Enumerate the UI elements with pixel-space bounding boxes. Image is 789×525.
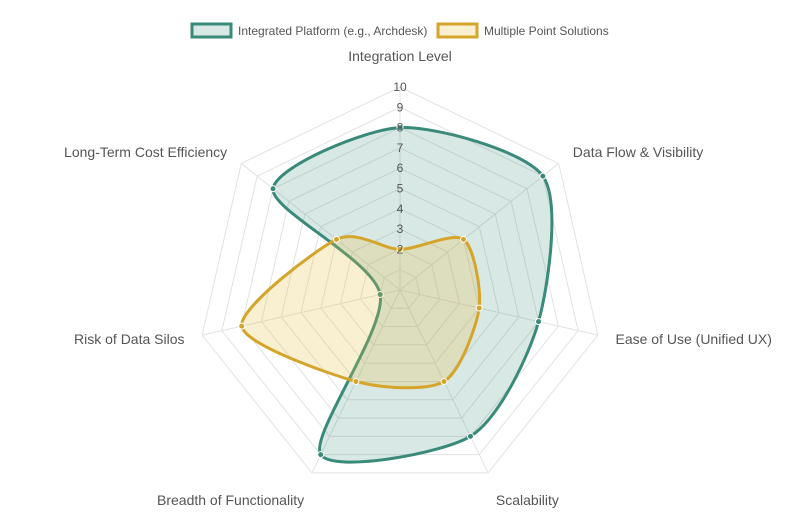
- data-point-integrated[interactable]: [376, 291, 384, 299]
- data-point-integrated[interactable]: [396, 124, 404, 132]
- axis-label: Scalability: [496, 492, 559, 508]
- grid-ring: [379, 269, 421, 309]
- data-point-point-solutions[interactable]: [238, 322, 246, 330]
- series-area-point-solutions: [240, 235, 482, 390]
- tick-label: 8: [397, 121, 404, 135]
- legend-item-point-solutions[interactable]: Multiple Point Solutions: [436, 22, 609, 39]
- data-point-point-solutions[interactable]: [333, 235, 341, 243]
- tick-label: 3: [397, 222, 404, 236]
- series-layer: [238, 124, 554, 464]
- axis-label: Risk of Data Silos: [74, 331, 184, 347]
- grid-ring: [320, 208, 480, 364]
- axis-label: Long-Term Cost Efficiency: [64, 144, 227, 160]
- legend-label-point-solutions: Multiple Point Solutions: [484, 24, 609, 38]
- tick-label: 4: [397, 202, 404, 216]
- grid-ring: [300, 187, 500, 382]
- data-point-integrated[interactable]: [539, 172, 547, 180]
- grid-spoke: [399, 163, 560, 291]
- axis-labels: Integration Level Data Flow & Visibility E…: [64, 48, 772, 508]
- data-point-point-solutions[interactable]: [396, 245, 404, 253]
- axis-label: Data Flow & Visibility: [573, 144, 703, 160]
- grid-spoke: [399, 289, 599, 336]
- legend-item-integrated[interactable]: Integrated Platform (e.g., Archdesk): [190, 22, 427, 39]
- grid-ring: [260, 147, 540, 419]
- data-point-integrated[interactable]: [535, 318, 543, 326]
- tick-label: 6: [397, 161, 404, 175]
- tick-label: 7: [397, 141, 404, 155]
- axis-label: Ease of Use (Unified UX): [616, 331, 772, 347]
- axis-label: Integration Level: [348, 48, 452, 64]
- data-point-integrated[interactable]: [317, 451, 325, 459]
- grid-spoke: [201, 289, 401, 336]
- legend-label-integrated: Integrated Platform (e.g., Archdesk): [238, 24, 427, 38]
- data-point-point-solutions[interactable]: [459, 235, 467, 243]
- legend-swatch-point-solutions: [436, 22, 479, 39]
- grid-ring: [241, 127, 559, 437]
- grid-ring: [221, 106, 579, 456]
- legend-swatch-integrated: [190, 22, 233, 39]
- radial-ticks: 2 3 4 5 6 7 8 9 10: [393, 80, 407, 256]
- grid-spoke: [240, 163, 401, 291]
- data-point-integrated[interactable]: [466, 432, 474, 440]
- tick-label: 10: [393, 80, 407, 94]
- grid-ring: [280, 167, 520, 401]
- series-area-integrated: [271, 126, 554, 464]
- grid-ring: [340, 228, 460, 346]
- data-point-point-solutions[interactable]: [475, 304, 483, 312]
- data-point-integrated[interactable]: [269, 185, 277, 193]
- tick-label: 2: [397, 242, 404, 256]
- grid-ring: [359, 248, 441, 328]
- data-point-point-solutions[interactable]: [440, 377, 448, 385]
- legend: Integrated Platform (e.g., Archdesk) Mul…: [190, 22, 609, 39]
- data-point-point-solutions[interactable]: [352, 377, 360, 385]
- tick-label: 9: [397, 100, 404, 114]
- tick-label: 5: [397, 182, 404, 196]
- grid-ring: [201, 86, 599, 474]
- axis-label: Breadth of Functionality: [157, 492, 304, 508]
